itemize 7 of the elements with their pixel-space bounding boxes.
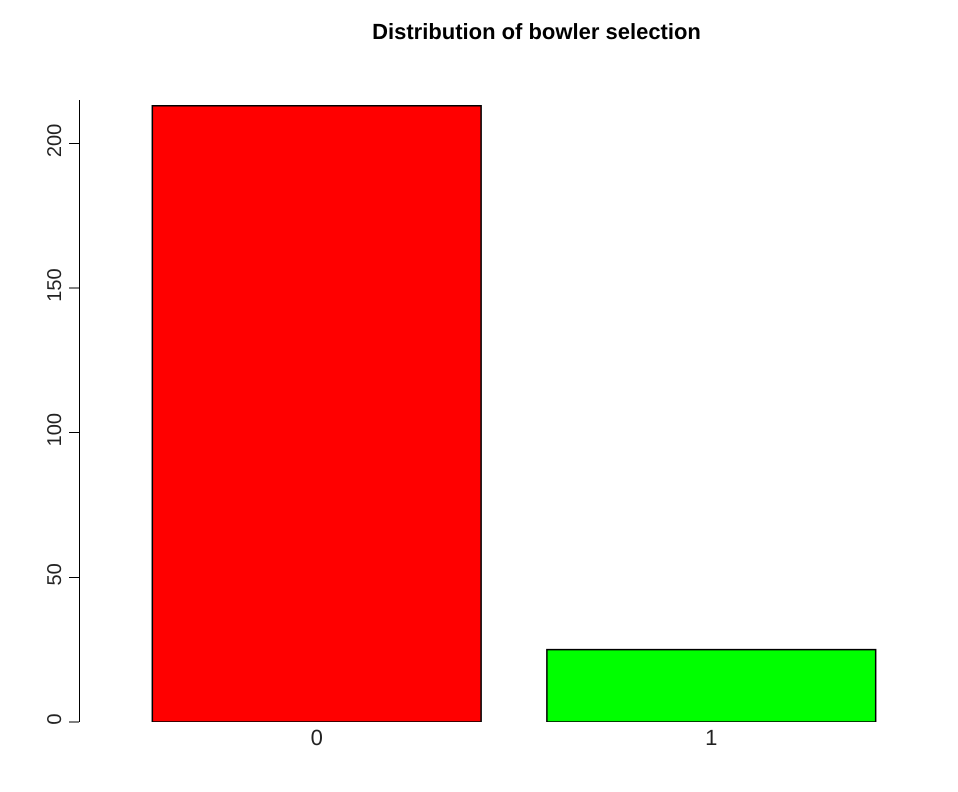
chart-title: Distribution of bowler selection (372, 19, 701, 44)
y-tick-label: 100 (44, 413, 66, 446)
x-tick-label: 1 (705, 725, 718, 750)
y-tick-label: 0 (44, 713, 66, 725)
y-tick-label: 150 (44, 268, 66, 302)
y-tick-label: 200 (44, 124, 66, 158)
y-tick-label: 50 (44, 563, 66, 586)
